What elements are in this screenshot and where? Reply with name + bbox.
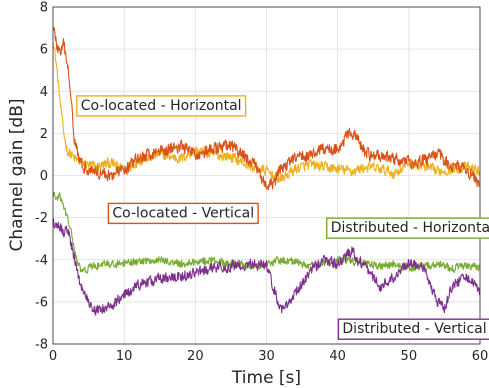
x-tick-label: 60 — [472, 349, 489, 364]
annotation-box — [326, 217, 489, 239]
x-tick-label: 10 — [116, 349, 133, 364]
annotation-box — [76, 95, 247, 117]
annotation: Distributed - Vertical — [337, 318, 489, 340]
annotation-label: Co-located - Vertical — [112, 205, 254, 221]
annotation-label: Distributed - Horizontal — [331, 220, 489, 236]
x-tick-label: 50 — [401, 349, 418, 364]
y-tick-label: -6 — [35, 295, 48, 310]
x-tick-label: 20 — [187, 349, 204, 364]
series-lines — [52, 27, 481, 316]
y-tick-label: 0 — [40, 169, 48, 184]
y-tick-label: 6 — [40, 43, 48, 58]
plot-frame — [52, 6, 481, 345]
x-tick-label: 0 — [49, 349, 57, 364]
annotation-label: Co-located - Horizontal — [81, 98, 242, 114]
annotations: Co-located - Horizontal Co-located - Vert… — [76, 95, 489, 340]
y-tick-label: -8 — [35, 338, 48, 353]
series-line — [52, 218, 481, 316]
annotation-box — [337, 318, 489, 340]
x-tick-label: 30 — [258, 349, 275, 364]
series-line — [52, 27, 481, 191]
annotation: Distributed - Horizontal — [326, 217, 489, 239]
y-axis-label: Channel gain [dB] — [7, 98, 27, 251]
y-tick-label: -2 — [35, 211, 48, 226]
annotation: Co-located - Vertical — [107, 202, 259, 225]
y-tick-label: 8 — [40, 1, 48, 16]
annotation-box — [107, 202, 259, 225]
y-tick-label: 4 — [40, 85, 48, 100]
y-tick-label: -4 — [35, 253, 48, 268]
y-tick-label: 2 — [40, 127, 48, 142]
x-axis-label: Time [s] — [231, 368, 301, 388]
annotation: Co-located - Horizontal — [76, 95, 247, 117]
x-tick-label: 40 — [329, 349, 346, 364]
tick-labels: 0 10 20 30 40 50 60 -8 -6 -4 -2 0 2 4 6 8 — [35, 1, 488, 365]
annotation-label: Distributed - Vertical — [342, 321, 486, 337]
